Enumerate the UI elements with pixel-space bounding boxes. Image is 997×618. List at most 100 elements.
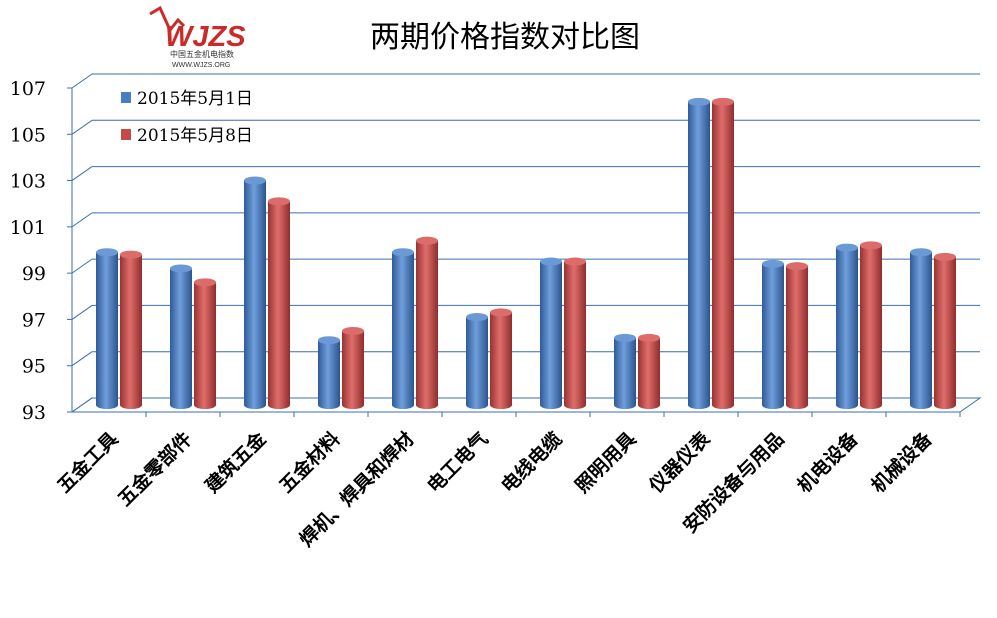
- bar-body: [910, 252, 932, 405]
- x-tick-label: 电工电气: [423, 427, 493, 497]
- bar-top: [860, 241, 882, 250]
- bar: [638, 333, 660, 409]
- x-tick-label: 机电设备: [793, 427, 864, 498]
- bar-body: [712, 101, 734, 405]
- bar: [614, 333, 636, 409]
- gridline-side: [71, 73, 93, 89]
- bar-top: [416, 236, 438, 245]
- bar-body: [244, 180, 266, 405]
- bar-body: [490, 312, 512, 405]
- logo-line2: WWW.WJZS.ORG: [172, 62, 230, 69]
- legend-swatch-series-1: [121, 92, 131, 103]
- x-tick-label: 五金工具: [53, 427, 123, 497]
- bar-base: [564, 401, 586, 409]
- bar-body: [934, 256, 956, 405]
- bar-body: [638, 337, 660, 405]
- bar-base: [244, 401, 266, 409]
- logo-mark: WJZS: [165, 21, 246, 53]
- bar-body: [194, 282, 216, 405]
- y-tick-label: 105: [10, 124, 46, 146]
- gridline-side: [71, 258, 93, 274]
- bar-base: [836, 401, 858, 409]
- bar-top: [170, 264, 192, 273]
- bar-base: [614, 401, 636, 409]
- bar-body: [860, 245, 882, 405]
- bar-top: [318, 336, 340, 345]
- bar-top: [540, 257, 562, 266]
- logo-line1: 中国五金机电指数: [170, 49, 234, 59]
- bar-body: [836, 247, 858, 405]
- y-tick-label: 95: [22, 356, 46, 378]
- bar-top: [392, 248, 414, 257]
- legend-label-series-1: 2015年5月1日: [137, 89, 253, 109]
- gridline-side: [71, 166, 93, 181]
- bar: [860, 241, 882, 409]
- bar: [120, 250, 142, 409]
- bar: [934, 252, 956, 409]
- y-tick-label: 99: [22, 263, 46, 285]
- bar-base: [688, 401, 710, 409]
- x-tick-label: 机械设备: [867, 427, 938, 498]
- bar-top: [244, 176, 266, 185]
- bar-top: [688, 97, 710, 106]
- bar-top: [638, 333, 660, 342]
- bar: [268, 197, 290, 409]
- bar-top: [910, 248, 932, 257]
- bar-body: [268, 201, 290, 405]
- bar-body: [466, 317, 488, 405]
- bar-base: [466, 401, 488, 409]
- bar-top: [564, 257, 586, 266]
- x-tick-label: 电线电缆: [497, 427, 567, 497]
- bar-base: [342, 401, 364, 409]
- bar-base: [712, 401, 734, 409]
- y-tick-label: 107: [10, 78, 46, 100]
- y-tick-label: 97: [22, 309, 46, 331]
- chart-title: 两期价格指数对比图: [370, 20, 640, 55]
- bar-base: [540, 401, 562, 409]
- bar-base: [934, 401, 956, 409]
- bar: [712, 97, 734, 409]
- x-tick-label: 五金材料: [275, 427, 345, 497]
- bar-base: [416, 401, 438, 409]
- bars: [96, 97, 956, 409]
- bar-top: [712, 97, 734, 106]
- bar: [194, 278, 216, 409]
- bar-top: [490, 308, 512, 317]
- logo-arrow-icon: [149, 5, 186, 33]
- gridline-side: [71, 397, 93, 413]
- bar-base: [194, 401, 216, 409]
- bar-body: [786, 266, 808, 405]
- bar-top: [194, 278, 216, 287]
- gridlines: [71, 73, 980, 413]
- bar-base: [170, 401, 192, 409]
- logo: WJZS 中国五金机电指数 WWW.WJZS.ORG: [149, 5, 246, 69]
- bar-base: [860, 401, 882, 409]
- bar-base: [638, 401, 660, 409]
- gridline-side: [71, 119, 93, 135]
- bar: [96, 248, 118, 409]
- y-tick-label: 101: [10, 217, 46, 239]
- bar-body: [564, 261, 586, 405]
- bar-base: [120, 401, 142, 409]
- bar: [318, 336, 340, 409]
- bar-top: [96, 248, 118, 257]
- gridline-side: [71, 351, 93, 367]
- bar: [466, 313, 488, 409]
- bar: [416, 236, 438, 409]
- y-tick-label: 103: [10, 171, 46, 193]
- bar: [910, 248, 932, 409]
- legend-label-series-2: 2015年5月8日: [137, 126, 253, 146]
- bar-body: [762, 263, 784, 405]
- bar-top: [342, 326, 364, 335]
- bar-top: [786, 262, 808, 271]
- bar-top: [614, 333, 636, 342]
- bar-body: [342, 330, 364, 405]
- x-tick-label: 五金零部件: [113, 427, 196, 510]
- bar-base: [318, 401, 340, 409]
- x-tick-label: 仪器仪表: [644, 427, 715, 498]
- bar-body: [318, 340, 340, 405]
- bar: [342, 326, 364, 409]
- bar-body: [540, 261, 562, 405]
- bar-body: [96, 252, 118, 405]
